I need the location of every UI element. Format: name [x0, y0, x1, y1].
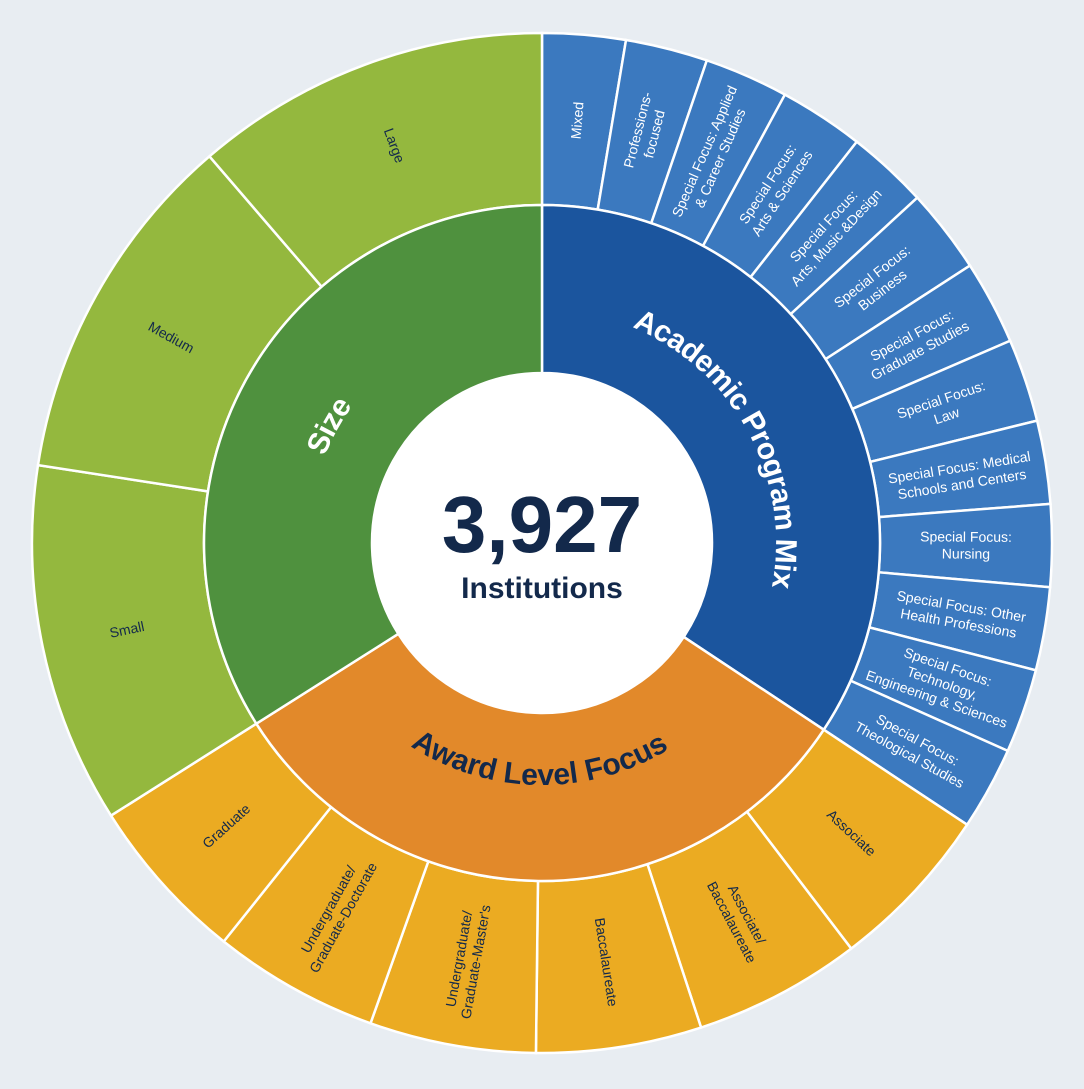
label-line: Mixed — [568, 101, 587, 140]
outer-label-small: Small — [108, 618, 146, 641]
label-line: Nursing — [942, 546, 990, 562]
outer-label-special-focus-nursing: Special Focus: Nursing — [920, 528, 1012, 561]
center-value: 3,927 — [442, 480, 642, 569]
center-label: Institutions — [461, 572, 623, 605]
center-circle — [372, 373, 712, 713]
segments — [30, 31, 1054, 1055]
label-line: Small — [108, 618, 146, 641]
outer-label-mixed: Mixed — [568, 101, 587, 140]
label-line: Special Focus: — [920, 528, 1012, 544]
